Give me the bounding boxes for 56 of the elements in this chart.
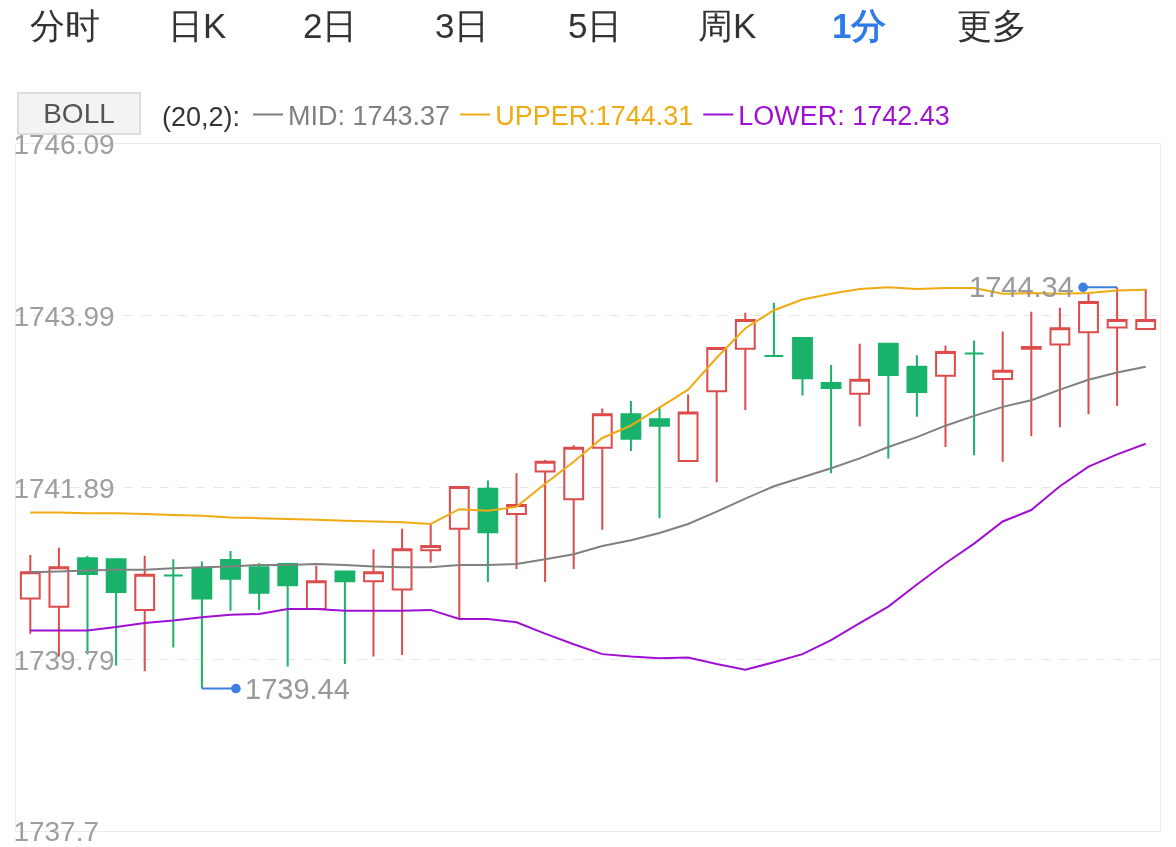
candlestick <box>191 560 213 690</box>
candlestick <box>820 364 842 475</box>
candlestick <box>248 562 270 611</box>
annotation: 1739.44 <box>245 673 350 705</box>
candlestick <box>649 405 670 520</box>
candlestick <box>877 342 899 460</box>
text: BOLL <box>43 98 115 129</box>
text: 5日 <box>568 6 623 45</box>
candlestick <box>1135 287 1157 331</box>
candlestick <box>391 527 413 656</box>
text: 3日 <box>435 6 490 45</box>
legend-label: UPPER:1744.31 <box>495 101 694 132</box>
candlestick <box>506 472 527 570</box>
candlestick <box>534 459 556 584</box>
candlestick <box>591 407 613 531</box>
candlestick <box>706 346 728 484</box>
candlestick <box>477 479 499 584</box>
candlestick <box>935 344 956 448</box>
candlestick <box>1078 292 1099 416</box>
candlestick <box>1106 286 1128 408</box>
text: 1分 <box>832 6 887 45</box>
candlestick <box>849 342 871 428</box>
candlestick <box>19 554 41 635</box>
candlestick <box>792 337 813 397</box>
candlestick <box>1020 310 1042 438</box>
candlestick <box>563 444 585 570</box>
y-tick-label: 1741.89 <box>13 472 115 504</box>
candlestick <box>305 564 327 611</box>
candlestick <box>334 569 356 665</box>
candlestick <box>763 301 785 358</box>
candlestick <box>363 548 384 658</box>
candlestick <box>162 558 184 649</box>
candlestick <box>134 554 156 673</box>
candlestick <box>677 393 699 462</box>
candlestick <box>448 486 470 620</box>
text: 更多 <box>957 6 1027 45</box>
text: 分时 <box>30 6 100 45</box>
text: 日K <box>168 6 227 45</box>
candlestick <box>734 311 756 412</box>
candlestick <box>906 354 928 418</box>
y-tick-label: 1743.99 <box>13 300 115 332</box>
y-tick-label: 1737.7 <box>13 815 100 847</box>
y-tick-label: 1739.79 <box>13 644 115 676</box>
y-tick-label: 1746.09 <box>13 128 115 160</box>
candlestick <box>1049 306 1071 429</box>
candlestick <box>420 522 442 564</box>
legend-label: LOWER: 1742.43 <box>738 101 950 132</box>
text: 周K <box>698 6 757 45</box>
candlestick <box>220 549 241 612</box>
legend-label: MID: 1743.37 <box>288 101 451 132</box>
candlestick <box>277 563 299 668</box>
candlestick <box>992 330 1014 463</box>
text: 2日 <box>303 6 358 45</box>
legend-title: (20,2): <box>162 101 241 132</box>
candlestick <box>620 400 642 453</box>
candlestick <box>963 339 985 457</box>
